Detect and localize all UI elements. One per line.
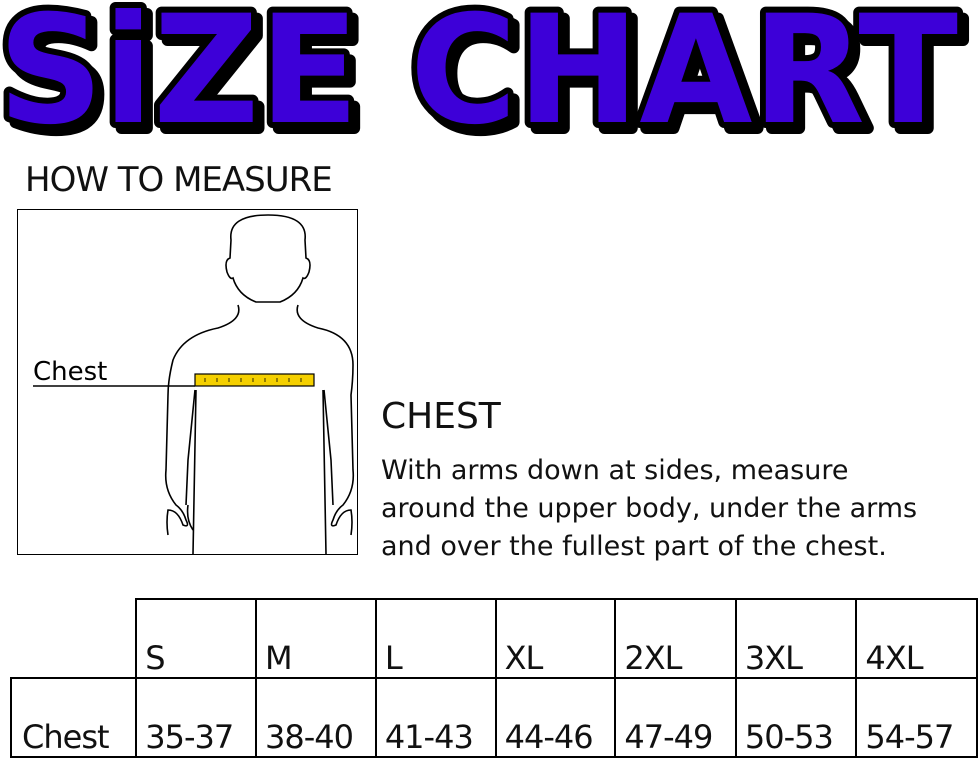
size-header-row: S M L XL 2XL 3XL 4XL bbox=[11, 598, 978, 679]
size-header: 2XL bbox=[614, 598, 737, 679]
size-header: M bbox=[255, 598, 377, 679]
description-line: around the upper body, under the arms bbox=[381, 493, 918, 524]
body-outline-illustration: Chest bbox=[33, 214, 355, 555]
table-cell: 50-53 bbox=[734, 677, 858, 758]
empty-corner-cell bbox=[11, 599, 138, 678]
how-to-measure-heading: HOW TO MEASURE bbox=[25, 160, 333, 200]
title-text: SiZE CHART bbox=[0, 0, 958, 158]
size-header: 4XL bbox=[855, 598, 978, 679]
size-header: S bbox=[135, 598, 258, 679]
measuring-tape bbox=[194, 373, 315, 387]
size-header: L bbox=[374, 598, 497, 679]
table-cell: 44-46 bbox=[494, 677, 617, 758]
size-header: XL bbox=[494, 598, 617, 679]
size-header: 3XL bbox=[734, 598, 858, 679]
measurement-figure: Chest bbox=[17, 209, 358, 555]
size-chart-title: SiZE CHART bbox=[0, 0, 978, 164]
table-cell: 35-37 bbox=[135, 677, 258, 758]
row-label: Chest bbox=[9, 677, 138, 758]
table-cell: 41-43 bbox=[374, 677, 497, 758]
description-line: and over the fullest part of the chest. bbox=[381, 531, 887, 562]
chest-label: Chest bbox=[33, 357, 107, 387]
size-table: S M L XL 2XL 3XL 4XL Chest 35-37 38-40 4… bbox=[9, 598, 978, 758]
description-line: With arms down at sides, measure bbox=[381, 455, 849, 486]
table-cell: 47-49 bbox=[614, 677, 737, 758]
chest-heading: CHEST bbox=[381, 396, 501, 437]
chest-description: With arms down at sides, measure around … bbox=[381, 452, 978, 566]
table-cell: 38-40 bbox=[255, 677, 377, 758]
table-row: Chest 35-37 38-40 41-43 44-46 47-49 50-5… bbox=[9, 677, 978, 758]
table-cell: 54-57 bbox=[855, 677, 978, 758]
